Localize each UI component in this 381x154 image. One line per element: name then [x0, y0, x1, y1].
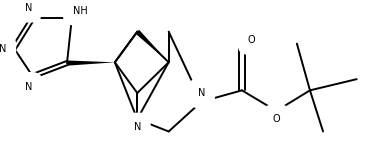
Text: O: O — [272, 114, 280, 124]
Text: N: N — [25, 82, 33, 92]
Text: N: N — [25, 3, 32, 13]
Polygon shape — [67, 61, 115, 66]
Text: N: N — [134, 122, 141, 132]
Text: N: N — [198, 88, 205, 98]
Text: O: O — [248, 35, 255, 45]
Polygon shape — [135, 30, 169, 62]
Text: N: N — [0, 44, 6, 54]
Text: NH: NH — [73, 6, 87, 16]
